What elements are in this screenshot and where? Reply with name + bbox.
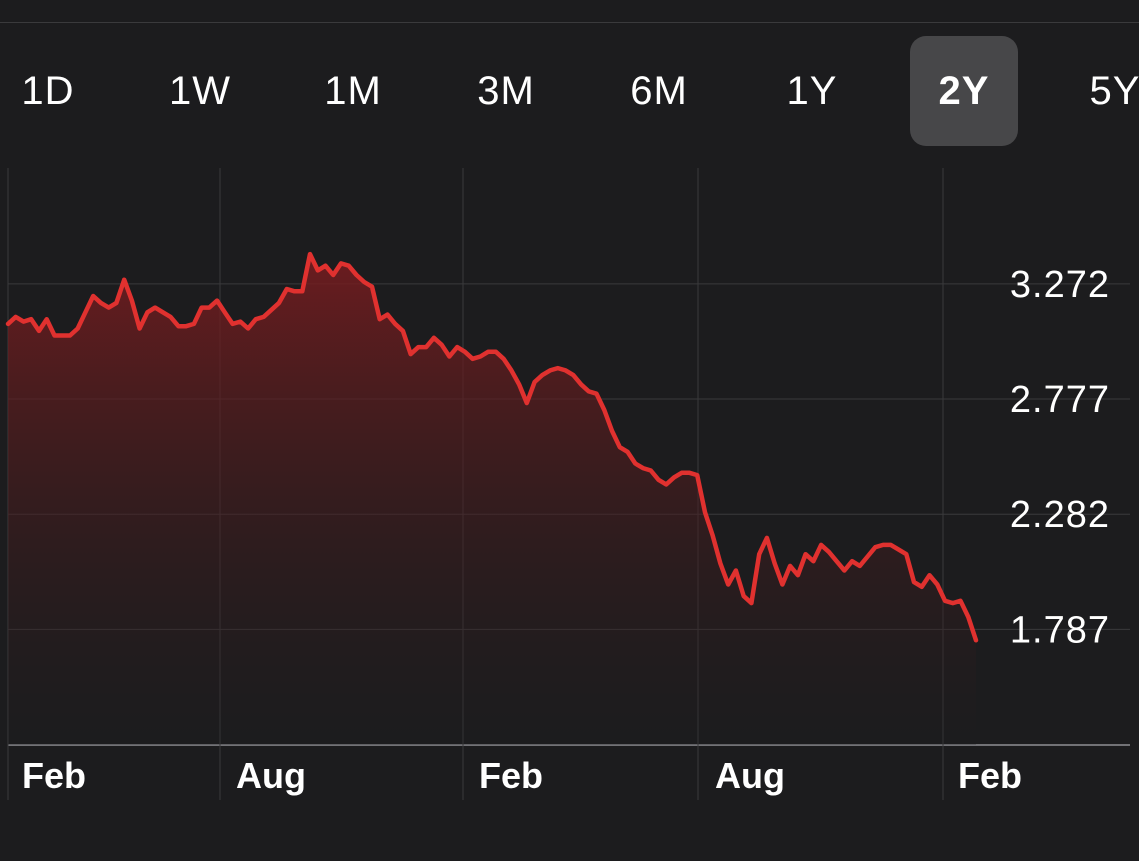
- y-tick-label: 1.787: [1010, 609, 1110, 651]
- y-tick-label: 3.272: [1010, 264, 1110, 306]
- x-tick-label: Aug: [236, 755, 306, 796]
- x-tick-label: Feb: [22, 755, 86, 796]
- x-tick-label: Feb: [958, 755, 1022, 796]
- series-area-fill: [8, 254, 976, 745]
- range-option-2y[interactable]: 2Y: [910, 36, 1018, 146]
- y-tick-label: 2.282: [1010, 494, 1110, 536]
- top-divider: [0, 22, 1139, 23]
- x-tick-label: Aug: [715, 755, 785, 796]
- range-option-1d[interactable]: 1D: [21, 68, 75, 113]
- range-option-1y[interactable]: 1Y: [786, 68, 838, 113]
- chart-svg: 3.272 2.777 2.282 1.787 Feb Aug Feb Aug Feb: [5, 168, 1130, 800]
- range-option-5y[interactable]: 5Y: [1089, 68, 1139, 113]
- x-tick-label: Feb: [479, 755, 543, 796]
- range-option-3m[interactable]: 3M: [477, 68, 535, 113]
- y-tick-label: 2.777: [1010, 379, 1110, 421]
- range-option-1m[interactable]: 1M: [324, 68, 382, 113]
- price-chart: 3.272 2.777 2.282 1.787 Feb Aug Feb Aug Feb: [0, 160, 1139, 800]
- range-option-1w[interactable]: 1W: [169, 68, 231, 113]
- series-line: [5, 251, 979, 643]
- range-selector: 1D 1W 1M 3M 6M 1Y 2Y 5Y: [0, 36, 1139, 148]
- range-option-6m[interactable]: 6M: [630, 68, 688, 113]
